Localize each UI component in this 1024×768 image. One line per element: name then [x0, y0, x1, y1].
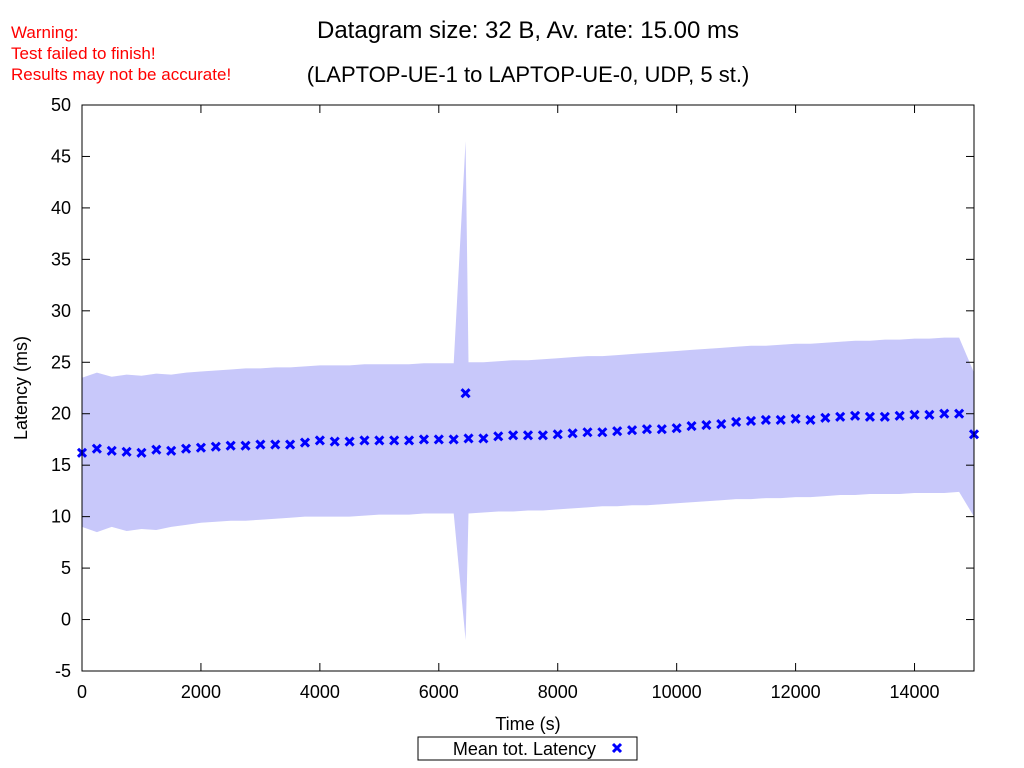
data-point: [627, 425, 638, 436]
x-tick-label: 4000: [300, 682, 340, 702]
data-point: [344, 436, 355, 447]
data-point: [404, 435, 415, 446]
data-point: [745, 415, 757, 426]
data-point: [418, 434, 429, 445]
data-point: [136, 447, 147, 458]
data-point: [567, 428, 578, 439]
data-point: [879, 411, 890, 422]
y-tick-label: 5: [61, 558, 71, 578]
y-tick-label: -5: [55, 661, 71, 681]
warning-line-1: Warning:: [11, 23, 79, 42]
warning-message: Warning: Test failed to finish! Results …: [11, 22, 231, 85]
legend-marker-icon: [611, 742, 623, 754]
x-tick-label: 14000: [890, 682, 940, 702]
latency-band: [82, 141, 974, 641]
data-point: [151, 444, 162, 455]
data-point: [270, 439, 281, 450]
data-point: [939, 408, 950, 419]
data-point: [91, 443, 102, 454]
data-point: [805, 414, 816, 425]
data-point: [121, 446, 132, 457]
data-point: [656, 424, 667, 435]
data-point: [210, 441, 221, 452]
legend-label: Mean tot. Latency: [453, 739, 596, 759]
data-point: [701, 419, 712, 431]
data-point: [460, 388, 471, 399]
data-point: [612, 426, 623, 437]
plot-area: [81, 104, 975, 672]
x-tick-label: 8000: [538, 682, 578, 702]
data-point: [314, 435, 325, 446]
data-point: [106, 445, 117, 456]
warning-line-3: Results may not be accurate!: [11, 65, 232, 84]
x-axis: 0 2000 4000 6000 8000 10000 12000 14000: [77, 105, 940, 702]
y-tick-label: 35: [51, 249, 71, 269]
data-point: [285, 439, 296, 450]
y-tick-label: 20: [51, 404, 71, 424]
chart-subtitle: (LAPTOP-UE-1 to LAPTOP-UE-0, UDP, 5 st.): [307, 62, 750, 87]
data-point: [255, 439, 266, 450]
y-tick-label: 50: [51, 95, 71, 115]
data-point: [894, 410, 905, 421]
y-axis-label: Latency (ms): [11, 336, 31, 440]
data-point: [924, 409, 935, 420]
y-tick-label: 30: [51, 301, 71, 321]
data-point: [299, 437, 311, 448]
data-point: [850, 410, 861, 421]
x-tick-label: 6000: [419, 682, 459, 702]
legend: Mean tot. Latency: [417, 736, 638, 761]
data-point: [552, 429, 563, 440]
data-point: [181, 443, 192, 454]
y-axis: -5 0 5 10 15 20 25 30 35 40 45 50: [51, 95, 974, 681]
y-tick-label: 40: [51, 198, 71, 218]
data-point: [641, 424, 652, 435]
y-tick-label: 15: [51, 455, 71, 475]
data-point: [225, 440, 236, 451]
x-tick-label: 12000: [771, 682, 821, 702]
data-point: [389, 435, 400, 446]
y-tick-label: 10: [51, 507, 71, 527]
data-point: [835, 411, 846, 422]
data-point: [448, 434, 459, 445]
y-tick-label: 45: [51, 146, 71, 166]
warning-line-2: Test failed to finish!: [11, 44, 156, 63]
data-point: [864, 411, 875, 422]
data-point: [433, 434, 444, 445]
data-point: [478, 433, 489, 444]
data-point: [359, 435, 370, 446]
data-point: [597, 427, 608, 438]
data-point: [790, 413, 801, 424]
data-point: [582, 427, 593, 438]
x-tick-label: 0: [77, 682, 87, 702]
chart-title: Datagram size: 32 B, Av. rate: 15.00 ms: [317, 17, 739, 44]
x-tick-label: 2000: [181, 682, 221, 702]
x-tick-label: 10000: [652, 682, 702, 702]
x-axis-label: Time (s): [495, 714, 560, 734]
data-point: [374, 435, 385, 446]
data-point: [329, 436, 340, 447]
data-point: [716, 418, 727, 430]
data-point: [508, 430, 519, 441]
data-point: [493, 431, 504, 442]
latency-range-area: [82, 141, 974, 641]
data-point: [195, 442, 206, 453]
data-markers: [76, 388, 980, 458]
data-point: [463, 433, 474, 444]
data-point: [760, 414, 771, 425]
y-tick-label: 25: [51, 352, 71, 372]
data-point: [522, 430, 534, 441]
data-point: [954, 408, 965, 419]
data-point: [909, 409, 920, 420]
data-point: [775, 414, 786, 425]
data-point: [166, 445, 177, 456]
legend-box: [417, 736, 638, 761]
data-point: [240, 440, 251, 451]
data-point: [537, 430, 548, 441]
y-tick-label: 0: [61, 610, 71, 630]
data-point: [820, 412, 831, 423]
data-point: [686, 421, 697, 432]
data-point: [731, 416, 742, 428]
data-point: [671, 423, 682, 434]
